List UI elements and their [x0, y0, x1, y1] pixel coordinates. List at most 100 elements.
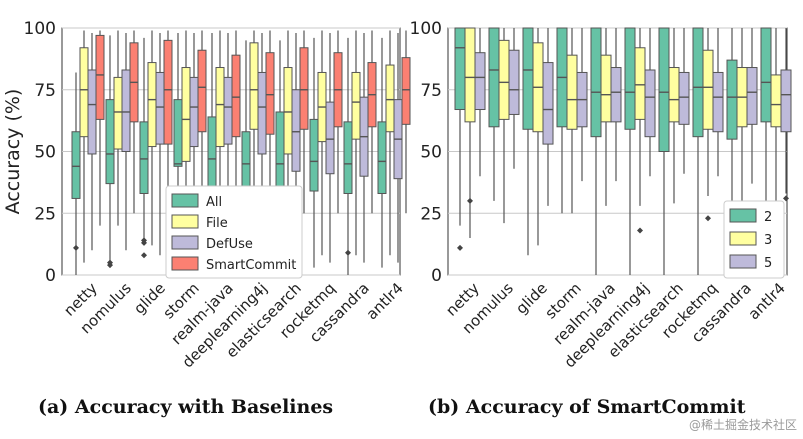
legend-swatch	[729, 208, 757, 223]
outlier-point	[141, 237, 147, 244]
outlier-point	[705, 215, 711, 222]
panel-b-chart: 0255075100nettynomulusglidestormrealm-ja…	[410, 19, 792, 371]
caption-a: (a) Accuracy with Baselines	[38, 396, 334, 418]
box-body	[241, 131, 251, 192]
legend-swatch	[171, 193, 199, 208]
box-body	[712, 71, 724, 133]
y-tick-label: 100	[24, 19, 56, 39]
box-body	[95, 34, 105, 120]
y-tick-label: 25	[34, 204, 56, 224]
box-body	[207, 116, 217, 187]
y-axis-label: Accuracy (%)	[2, 89, 24, 215]
box-body	[79, 47, 89, 138]
box-body	[105, 99, 115, 185]
outlier-point	[467, 197, 473, 204]
legend-label: All	[206, 195, 222, 210]
box-body	[401, 57, 411, 125]
box-body	[181, 67, 191, 162]
box-body	[377, 121, 387, 194]
box-body	[624, 27, 636, 130]
x-tick-label: antlr4	[745, 279, 789, 323]
box-body	[454, 27, 466, 111]
box-body	[71, 131, 81, 199]
box-body	[249, 42, 259, 130]
box-body	[726, 59, 738, 140]
legend-swatch	[171, 235, 199, 250]
box-body	[644, 69, 656, 138]
legend-label: File	[206, 216, 228, 231]
legend-swatch	[171, 256, 199, 271]
watermark: @稀土掘金技术社区	[688, 418, 797, 432]
box-body	[760, 27, 772, 123]
outlier-point	[637, 227, 643, 234]
box-body	[113, 76, 123, 150]
x-tick-label: antlr4	[363, 279, 407, 323]
outlier-point	[141, 252, 147, 259]
box-body	[197, 49, 207, 133]
box-body	[283, 67, 293, 155]
box-body	[343, 121, 353, 194]
box-body	[780, 69, 792, 133]
legend-label: SmartCommit	[206, 258, 296, 273]
legend-label: 3	[764, 233, 772, 248]
box-body	[87, 69, 97, 155]
box-body	[275, 111, 285, 192]
box-body	[600, 54, 612, 123]
box-body	[223, 76, 233, 145]
box-body	[265, 52, 275, 135]
box-body	[325, 101, 335, 175]
y-tick-label: 75	[34, 81, 56, 101]
box-body	[139, 121, 149, 194]
box-body	[770, 74, 782, 128]
caption-b: (b) Accuracy of SmartCommit	[428, 396, 746, 418]
box-body	[464, 27, 476, 123]
box-body	[610, 67, 622, 123]
box-body	[542, 62, 554, 145]
legend-box	[165, 185, 303, 279]
box-body	[498, 39, 510, 120]
box-body	[668, 67, 680, 123]
box-body	[658, 27, 670, 152]
box-body	[692, 27, 704, 138]
legend-label: 2	[764, 210, 772, 225]
box-body	[678, 71, 690, 125]
box-body	[257, 71, 267, 155]
box-body	[590, 27, 602, 138]
legend-swatch	[171, 214, 199, 229]
box-body	[189, 76, 199, 148]
box-body	[121, 69, 131, 152]
y-tick-label: 75	[420, 81, 442, 101]
outlier-point	[457, 244, 463, 251]
box-body	[385, 64, 395, 133]
y-tick-label: 0	[431, 266, 442, 286]
legend-label: 5	[764, 256, 772, 271]
box-body	[488, 27, 500, 128]
legend-swatch	[729, 231, 757, 246]
y-tick-label: 25	[420, 204, 442, 224]
box-body	[173, 99, 183, 167]
legend-label: DefUse	[206, 237, 253, 252]
outlier-point	[783, 195, 789, 202]
box-body	[147, 62, 157, 148]
y-tick-label: 100	[410, 19, 442, 39]
box-body	[746, 67, 758, 125]
box-body	[231, 54, 241, 138]
outlier-point	[73, 244, 79, 251]
y-tick-label: 50	[34, 143, 56, 163]
outlier-point	[345, 249, 351, 256]
box-body	[634, 47, 646, 120]
box-body	[155, 71, 165, 145]
legend-swatch	[729, 254, 757, 269]
box-body	[508, 49, 520, 115]
y-tick-label: 50	[420, 143, 442, 163]
box-body	[522, 27, 534, 130]
y-tick-label: 0	[45, 266, 56, 286]
box-body	[702, 49, 714, 130]
box-body	[299, 47, 309, 130]
box-body	[291, 89, 301, 172]
outlier-point	[107, 259, 113, 266]
box-body	[351, 71, 361, 140]
box-body	[215, 67, 225, 148]
